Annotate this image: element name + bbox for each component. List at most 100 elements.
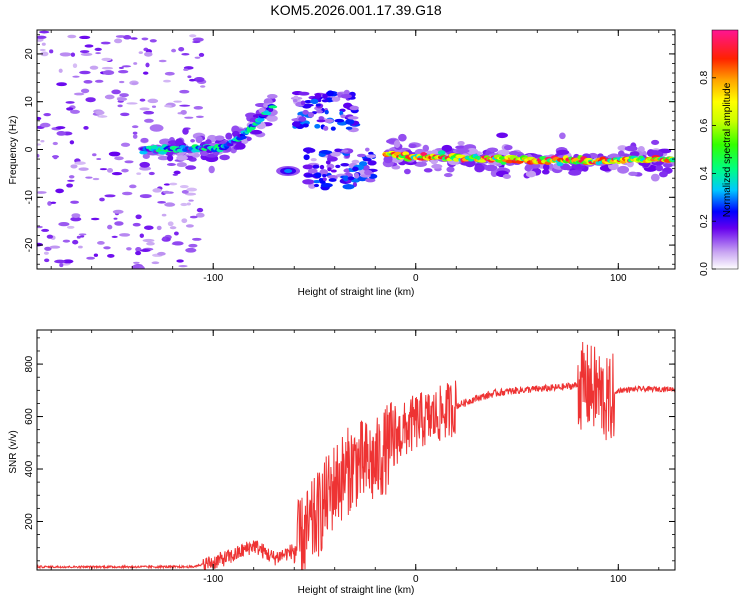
spectrogram-cell [268,107,274,113]
spectrogram-cell [437,150,446,155]
spectrogram-cell [192,40,201,44]
spectrogram-cell [180,109,187,115]
spectrogram-cell [185,224,194,228]
spectrogram-cell [318,116,325,120]
spectrogram-cell [310,100,319,104]
spectrogram-cell [53,155,58,160]
spectrogram-cell [162,236,167,241]
spectrogram-cell [166,154,174,162]
spectrogram-cell [176,162,187,168]
spectrogram-cell [151,261,160,265]
spectrogram-cell [189,215,198,219]
spectrogram-cell [59,52,72,57]
spectrogram-cell [364,169,373,176]
spectrogram-cell [291,121,301,127]
spectrogram-cell [628,171,638,177]
spectrogram-cell [44,258,50,263]
spectrogram-cell [186,202,191,206]
spectrogram-cell [556,149,570,155]
spectrogram-cell [431,164,443,169]
spectrogram-cell [214,135,225,141]
spectrogram-cell [133,261,140,264]
spectrogram-cell [178,46,185,52]
spectrogram-cell [340,114,346,119]
spectrogram-cell [305,174,316,178]
spectrogram-cell [99,197,105,202]
spectrogram-cell [77,245,83,249]
spectrogram-cell [62,259,74,264]
spectrogram-cell [66,183,74,188]
spectrogram-ytick-label: 20 [24,48,35,60]
spectrogram-cell [368,173,378,179]
spectrogram-ytick-label: 0 [24,146,35,152]
spectrogram-cell [135,246,142,252]
spectrogram-cell [156,225,162,231]
spectrogram-cell [139,233,144,238]
snr-panel: -100 0 100 200 400 600 800 Height of straight … [8,329,676,596]
figure-title: KOM5.2026.001.17.39.G18 [270,2,441,18]
spectrogram-cell [139,194,152,199]
spectrogram-cell [298,91,310,96]
spectrogram-cell [89,65,99,70]
colorbar-tick-label: 0.4 [699,166,710,180]
spectrogram-cell [319,169,328,176]
spectrogram-cell [559,132,566,140]
spectrogram-cell [157,201,166,204]
spectrogram-cell [356,153,366,158]
spectrogram-cell [314,123,321,129]
spectrogram-cell [176,155,188,161]
spectrogram-cell [133,62,138,65]
spectrogram-cell [310,157,317,162]
spectrogram-cell [225,132,233,140]
spectrogram-cell [129,184,137,189]
spectrogram-cell [143,225,154,230]
spectrogram-cell [148,171,155,176]
spectrogram-cell [118,66,124,69]
spectrogram-cell [324,109,329,115]
spectrogram-cell [302,179,315,185]
spectrogram-cell [72,239,79,245]
spectrogram-cell [85,97,96,103]
spectrogram-cell [171,48,177,53]
spectrogram-cell [543,163,550,171]
colorbar-tick-label: 0.6 [699,118,710,132]
spectrogram-xtick-label: 0 [413,273,419,284]
spectrogram-cell [179,104,191,107]
spectrogram-cell [365,178,376,183]
spectrogram-cell [40,140,45,143]
spectrogram-cell [446,166,455,173]
spectrogram-cell [39,48,46,52]
spectrogram-cell [173,100,182,103]
spectrogram-cell [362,158,372,162]
spectrogram-cell [315,103,321,107]
spectrogram-cell [457,140,465,146]
spectrogram-cell [140,249,151,252]
spectrogram-cell [100,41,111,45]
spectrogram-cell [334,118,345,123]
spectrogram-cell [193,106,204,110]
spectrogram-cell [365,147,370,152]
snr-xtick-label: 100 [610,574,627,585]
spectrogram-cell [135,251,142,256]
spectrogram-cell [456,148,470,154]
spectrogram-cell [111,89,121,95]
spectrogram-cell [195,115,204,119]
spectrogram-cell [101,66,114,70]
spectrogram-cell [78,233,87,236]
spectrogram-cell [102,70,115,76]
spectrogram-cell [43,112,51,117]
spectrogram-cell [119,93,129,98]
spectrogram-cell [345,168,350,173]
spectrogram-cell [76,235,81,239]
spectrogram-xtick-label: -100 [203,273,223,284]
spectrogram-cell [116,97,128,102]
spectrogram-cell [422,144,430,152]
spectrogram-cell [307,112,315,118]
spectrogram-cell [331,96,341,102]
spectrogram-cell [320,182,333,188]
spectrogram-cell [200,85,206,88]
spectrogram-cell [240,135,247,140]
spectrogram-cell [41,42,46,46]
spectrogram-cell [367,160,377,166]
